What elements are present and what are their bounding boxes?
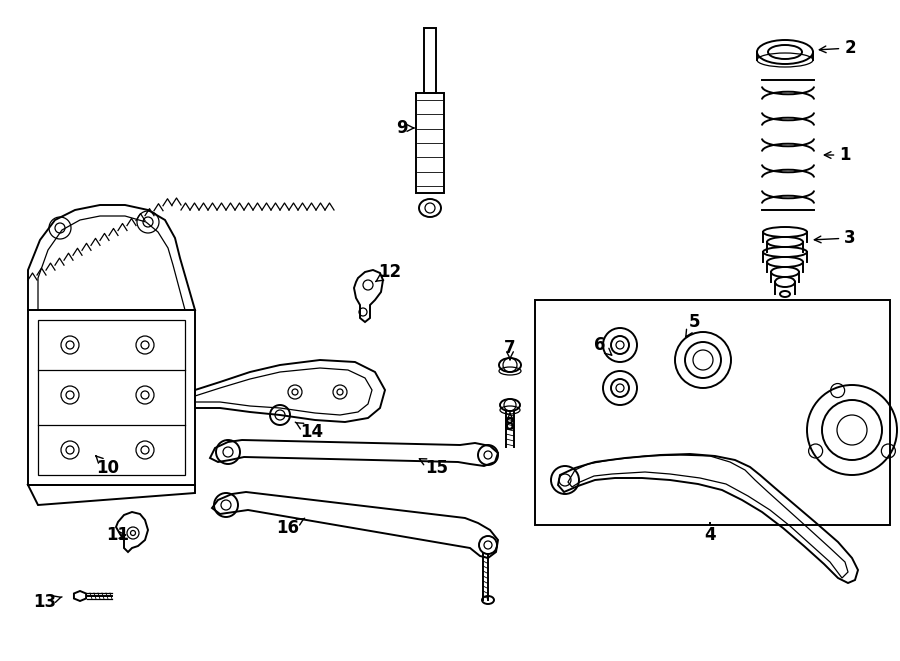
Text: 13: 13 xyxy=(33,593,62,611)
Text: 5: 5 xyxy=(686,313,701,337)
Text: 16: 16 xyxy=(276,518,305,537)
Text: 3: 3 xyxy=(814,229,856,247)
Text: 11: 11 xyxy=(106,526,130,544)
Text: 7: 7 xyxy=(504,339,516,360)
Text: 15: 15 xyxy=(419,459,448,477)
Bar xyxy=(535,300,890,525)
Text: 6: 6 xyxy=(594,336,612,355)
Text: 4: 4 xyxy=(704,526,716,544)
Text: 10: 10 xyxy=(96,456,120,477)
Text: 12: 12 xyxy=(375,263,401,282)
Text: 2: 2 xyxy=(819,39,856,57)
Bar xyxy=(416,93,444,193)
Text: 9: 9 xyxy=(396,119,414,137)
Bar xyxy=(424,28,436,93)
Text: 1: 1 xyxy=(824,146,850,164)
Text: 14: 14 xyxy=(295,422,324,441)
Text: 8: 8 xyxy=(504,413,516,434)
